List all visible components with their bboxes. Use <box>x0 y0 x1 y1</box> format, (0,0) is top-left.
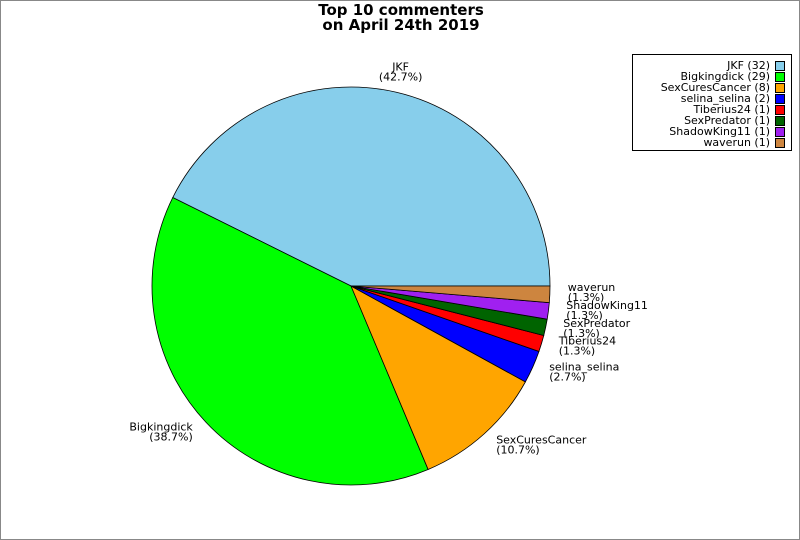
pie-slice-bigkingdick <box>151 196 429 486</box>
legend-label: Tiberius24 (1) <box>693 103 770 116</box>
legend-swatch <box>775 104 785 115</box>
slice-label-name: waverun <box>568 281 616 294</box>
legend-item-shadowking11: ShadowKing11 (1) <box>669 126 785 137</box>
slice-label-tiberius24: Tiberius24(1.3%) <box>558 335 616 358</box>
legend-swatch <box>775 82 785 93</box>
slice-label-name: ShadowKing11 <box>566 299 648 312</box>
slice-label-bigkingdick: Bigkingdick(38.7%) <box>129 421 193 444</box>
slice-label-percent: (1.3%) <box>559 345 596 358</box>
legend-label: SexPredator (1) <box>684 114 770 127</box>
slice-label-percent: (1.3%) <box>566 309 603 322</box>
slice-label-percent: (10.7%) <box>496 443 540 456</box>
slice-label-sexcurescancer: SexCuresCancer(10.7%) <box>496 433 587 456</box>
legend-item-selina-selina: selina_selina (2) <box>681 93 785 104</box>
slice-label-percent: (1.3%) <box>568 291 605 304</box>
slice-label-name: SexCuresCancer <box>496 433 587 446</box>
chart-title-line-1: Top 10 commenters <box>318 1 484 19</box>
legend-item-tiberius24: Tiberius24 (1) <box>693 104 785 115</box>
legend-label: SexCuresCancer (8) <box>660 81 770 94</box>
legend-item-sexcurescancer: SexCuresCancer (8) <box>661 82 785 93</box>
legend-item-bigkingdick: Bigkingdick (29) <box>680 70 785 83</box>
chart-title: Top 10 commenters on April 24th 2019 <box>1 3 800 33</box>
slice-label-waverun: waverun(1.3%) <box>568 281 616 304</box>
pie-slice-jkf <box>172 86 551 287</box>
legend-swatch <box>775 71 785 82</box>
pie-slice-sexcurescancer <box>350 285 526 470</box>
legend-item-waverun: waverun (1) <box>703 137 785 148</box>
legend-swatch <box>775 115 785 126</box>
legend-swatch <box>775 137 785 148</box>
legend-label: Bigkingdick (29) <box>680 70 771 83</box>
slice-label-sexpredator: SexPredator(1.3%) <box>563 317 630 340</box>
slice-label-percent: (42.7%) <box>379 71 423 84</box>
slice-label-name: Bigkingdick <box>129 421 193 434</box>
legend-label: ShadowKing11 (1) <box>669 125 770 138</box>
slice-label-name: SexPredator <box>563 317 630 330</box>
legend-item-sexpredator: SexPredator (1) <box>684 115 785 126</box>
chart-title-line-2: on April 24th 2019 <box>322 16 480 34</box>
slice-label-name: selina_selina <box>549 360 619 373</box>
slice-label-percent: (1.3%) <box>563 327 600 340</box>
legend-label: waverun (1) <box>703 136 770 149</box>
slice-label-selina-selina: selina_selina(2.7%) <box>549 360 619 383</box>
slice-label-percent: (2.7%) <box>549 370 586 383</box>
slice-label-shadowking11: ShadowKing11(1.3%) <box>566 299 648 322</box>
legend-swatch <box>775 126 785 137</box>
chart-legend: JKF (32) Bigkingdick (29) SexCuresCancer (… <box>632 54 792 151</box>
legend-label: JKF (32) <box>727 59 770 72</box>
legend-swatch <box>775 93 785 104</box>
slice-label-percent: (38.7%) <box>149 431 193 444</box>
slice-label-name: JKF <box>391 61 409 74</box>
legend-item-jkf: JKF (32) <box>727 60 785 71</box>
slice-label-jkf: JKF(42.7%) <box>379 61 423 84</box>
slice-label-name: Tiberius24 <box>558 335 616 348</box>
pie-slice-waverun <box>350 285 551 304</box>
legend-swatch <box>775 60 785 71</box>
legend-label: selina_selina (2) <box>680 92 770 105</box>
